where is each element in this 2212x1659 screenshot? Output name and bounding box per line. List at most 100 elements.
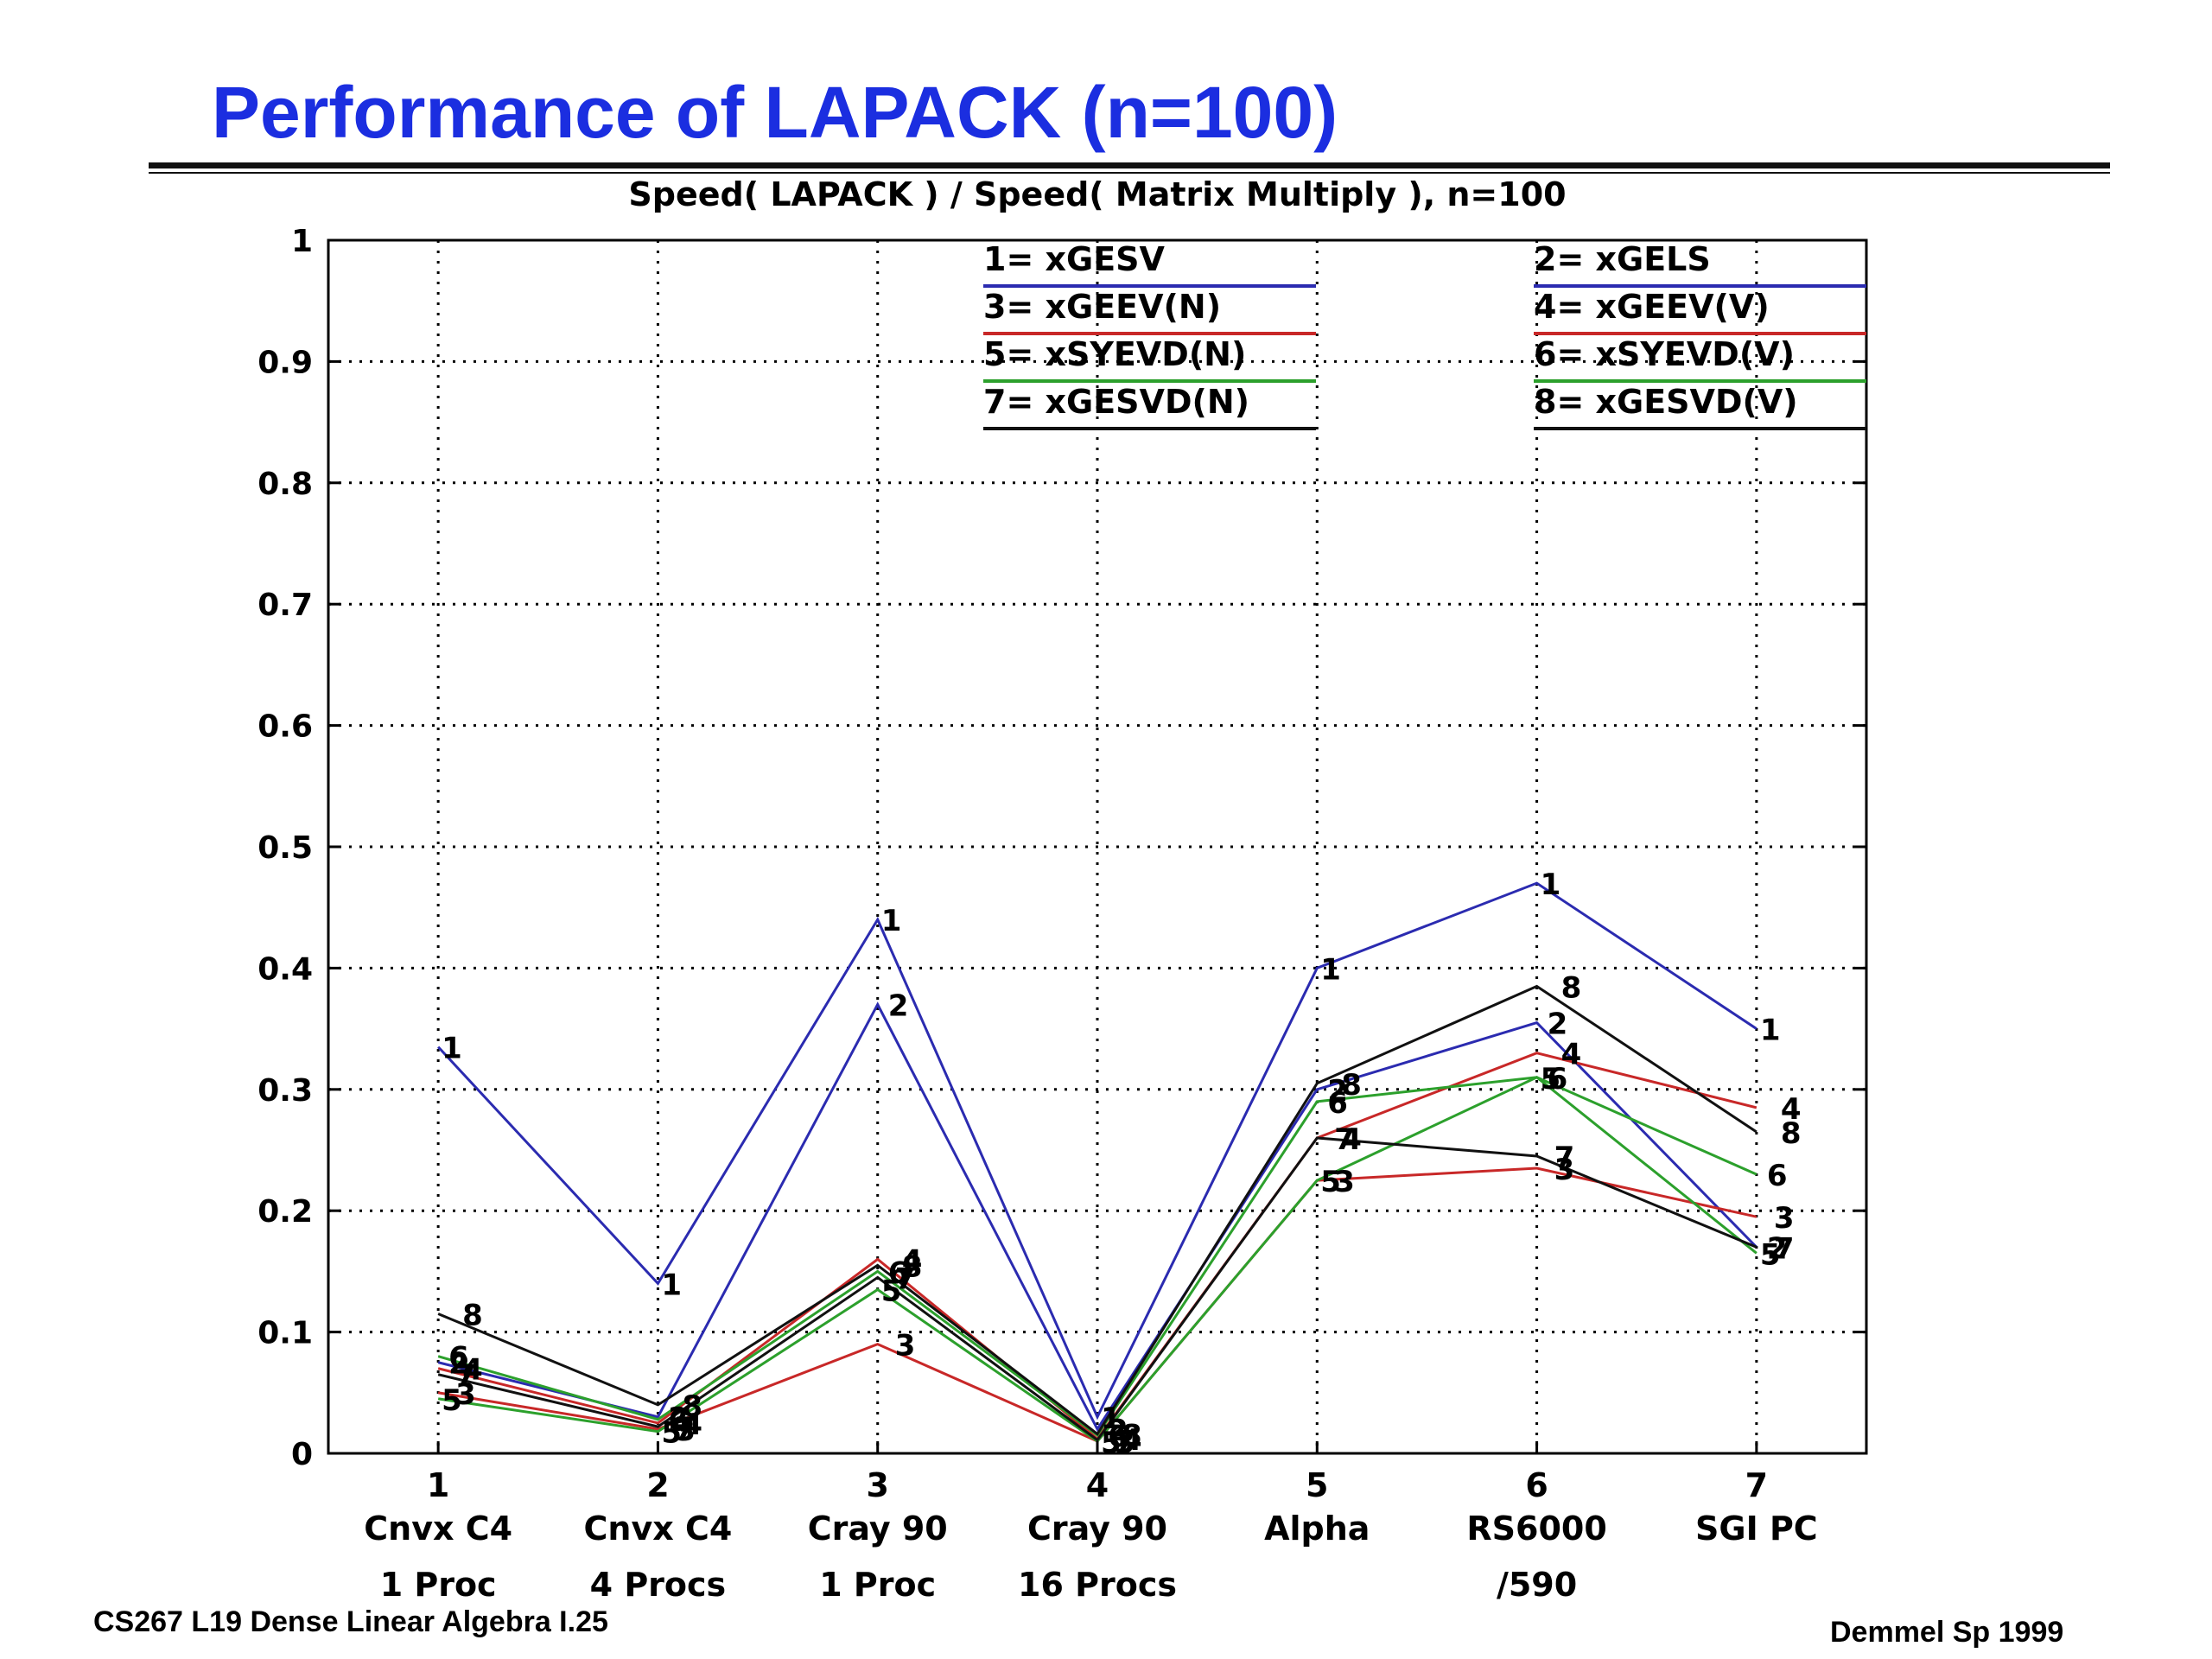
point-marker-2: 2	[668, 1402, 689, 1436]
point-marker-1: 1	[1760, 1014, 1781, 1048]
point-marker-7: 7	[675, 1411, 696, 1446]
x-tick-label: 7	[1745, 1466, 1768, 1504]
x-tick-label: Cnvx C4	[364, 1510, 512, 1548]
x-tick-label: RS6000	[1466, 1510, 1606, 1548]
point-marker-1: 1	[1101, 1402, 1122, 1436]
point-marker-3: 3	[675, 1414, 696, 1448]
y-tick-label: 0.3	[257, 1073, 313, 1109]
x-tick-label: 1 Proc	[819, 1566, 936, 1604]
point-marker-5: 5	[1541, 1062, 1561, 1096]
point-marker-1: 1	[442, 1032, 462, 1066]
y-tick-label: 0.9	[257, 345, 313, 380]
point-marker-3: 3	[895, 1329, 916, 1363]
point-marker-6: 6	[1548, 1062, 1568, 1096]
point-marker-7: 7	[1554, 1141, 1575, 1175]
series-lines	[437, 881, 1758, 1443]
chart-title: Speed( LAPACK ) / Speed( Matrix Multiply…	[628, 175, 1566, 213]
y-tick-label: 1	[291, 224, 313, 259]
point-marker-3: 3	[1115, 1426, 1135, 1460]
legend: 1= xGESV 2= xGELS 3= xGEEV(N) 4= xGEEV(V) 5=…	[983, 240, 1866, 430]
y-tick-label: 0.4	[257, 951, 313, 987]
x-tick-label: 1	[427, 1466, 449, 1504]
legend-entry-label: 5= xSYEVD(N)	[983, 335, 1246, 373]
point-marker-7: 7	[1774, 1231, 1795, 1266]
point-marker-5: 5	[1320, 1165, 1341, 1199]
legend-entry-label: 3= xGEEV(N)	[983, 288, 1221, 326]
series-line-2	[437, 1001, 1758, 1432]
x-tick-label: Cnvx C4	[584, 1510, 733, 1548]
point-marker-1: 1	[661, 1268, 682, 1302]
point-marker-2: 2	[888, 989, 909, 1024]
point-marker-6: 6	[1327, 1086, 1348, 1121]
x-tick-label: SGI PC	[1695, 1510, 1818, 1548]
point-marker-2: 2	[448, 1347, 469, 1382]
y-tick-label: 0.8	[257, 467, 313, 502]
point-marker-5: 5	[442, 1383, 462, 1418]
x-tick-label: 16 Procs	[1018, 1566, 1177, 1604]
point-marker-8: 8	[1122, 1419, 1142, 1453]
y-tick-label: 0.2	[257, 1194, 313, 1230]
series-line-3	[437, 1166, 1758, 1443]
point-marker-3: 3	[1774, 1201, 1795, 1236]
point-marker-8: 8	[682, 1389, 702, 1424]
x-tick-label: Cray 90	[1027, 1510, 1167, 1548]
series-line-1	[437, 881, 1758, 1421]
point-marker-5: 5	[1760, 1237, 1781, 1272]
x-tick-label: /590	[1497, 1566, 1577, 1604]
point-marker-3: 3	[455, 1377, 476, 1412]
point-marker-5: 5	[1101, 1426, 1122, 1460]
point-marker-4: 4	[1781, 1092, 1802, 1127]
axis-ticks: 0 0.1 0.2 0.3 0.4 0.5 0.6 0.7 0.8 0.9 1 1 Cnvx C4 1 P…	[257, 224, 1866, 1604]
x-tick-label: Alpha	[1264, 1510, 1370, 1548]
series-line-8	[437, 984, 1758, 1436]
point-marker-4: 4	[1341, 1122, 1362, 1157]
point-marker-6: 6	[668, 1404, 689, 1439]
point-marker-6: 6	[448, 1341, 469, 1376]
slide-title: Performance of LAPACK (n=100)	[212, 72, 1338, 153]
point-marker-2: 2	[1767, 1231, 1788, 1266]
point-marker-6: 6	[1767, 1159, 1788, 1193]
title-rule	[149, 162, 2110, 174]
point-marker-7: 7	[455, 1359, 476, 1394]
x-tick-label: 4 Procs	[590, 1566, 727, 1604]
x-tick-label: Cray 90	[808, 1510, 948, 1548]
point-marker-8: 8	[902, 1249, 923, 1284]
point-marker-2: 2	[1548, 1007, 1568, 1042]
legend-entry-label: 6= xSYEVD(V)	[1534, 335, 1795, 373]
point-marker-2: 2	[1108, 1414, 1128, 1448]
footer-author-label: Demmel Sp 1999	[1830, 1616, 2064, 1649]
series-line-7	[437, 1136, 1758, 1442]
x-tick-label: 3	[866, 1466, 888, 1504]
point-marker-1: 1	[881, 904, 902, 938]
point-marker-8: 8	[1341, 1068, 1362, 1103]
point-marker-6: 6	[888, 1255, 909, 1290]
legend-entry-label: 7= xGESVD(N)	[983, 383, 1249, 421]
point-marker-7: 7	[895, 1262, 916, 1296]
point-marker-7: 7	[1334, 1122, 1355, 1157]
point-marker-5: 5	[881, 1274, 902, 1308]
point-marker-1: 1	[1541, 868, 1561, 902]
point-marker-3: 3	[1334, 1165, 1355, 1199]
point-marker-8: 8	[1781, 1116, 1802, 1151]
point-marker-3: 3	[1554, 1153, 1575, 1187]
grid-lines	[328, 240, 1866, 1453]
y-tick-label: 0.6	[257, 709, 313, 745]
x-tick-label: 1 Proc	[380, 1566, 497, 1604]
point-marker-6: 6	[1108, 1420, 1128, 1454]
legend-entry-label: 1= xGESV	[983, 240, 1166, 278]
x-tick-label: 6	[1525, 1466, 1548, 1504]
x-tick-label: 2	[646, 1466, 669, 1504]
legend-entry-label: 2= xGELS	[1534, 240, 1711, 278]
point-marker-2: 2	[1327, 1074, 1348, 1109]
y-tick-label: 0	[291, 1437, 313, 1472]
x-tick-label: 4	[1086, 1466, 1109, 1504]
point-marker-1: 1	[1320, 952, 1341, 987]
point-marker-4: 4	[1122, 1423, 1142, 1458]
y-tick-label: 0.5	[257, 830, 313, 866]
point-marker-5: 5	[661, 1416, 682, 1451]
footer-course-label: CS267 L19 Dense Linear Algebra I.25	[93, 1605, 608, 1638]
point-marker-8: 8	[462, 1299, 483, 1333]
y-tick-label: 0.7	[257, 588, 313, 623]
